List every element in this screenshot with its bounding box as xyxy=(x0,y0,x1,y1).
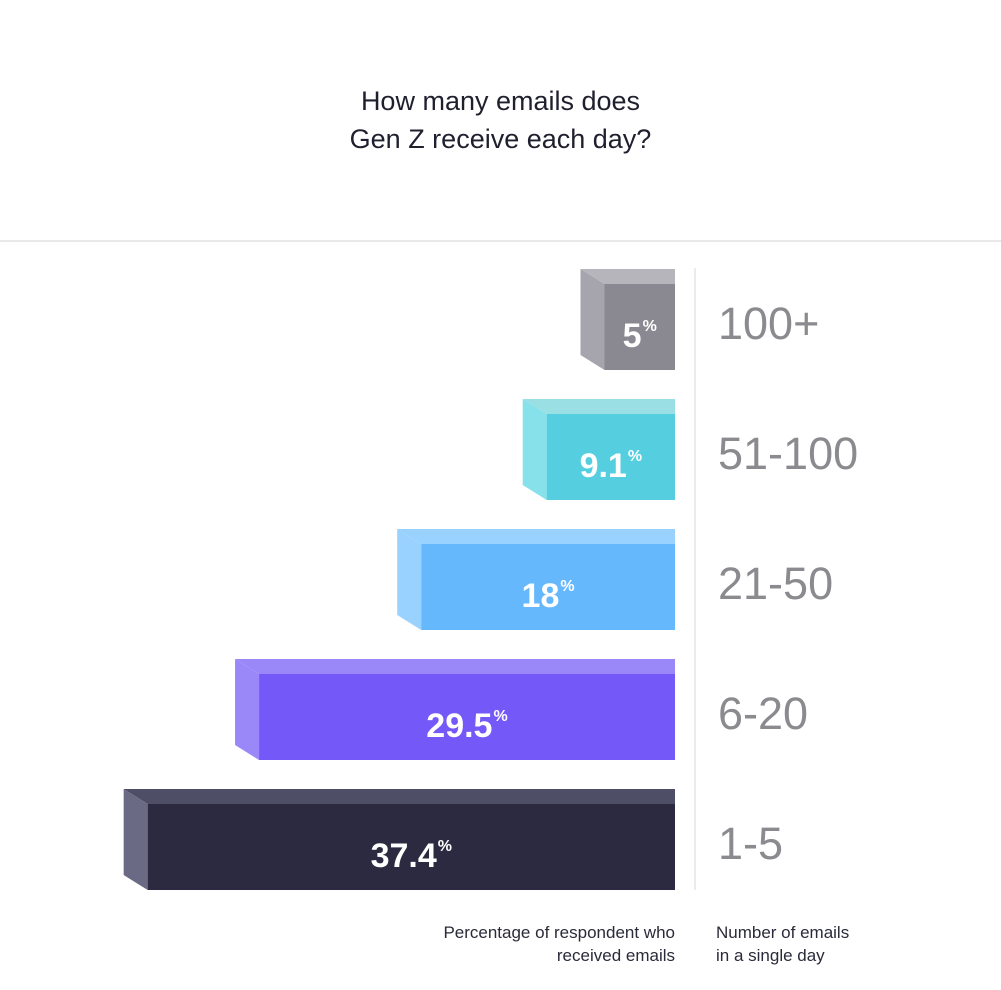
bar-top-face xyxy=(123,789,675,804)
x-axis-caption: Percentage of respondent who received em… xyxy=(330,921,675,967)
bar-front-face xyxy=(421,544,675,630)
category-label: 6-20 xyxy=(718,688,809,739)
x-axis-caption-line-1: Percentage of respondent who xyxy=(443,923,675,942)
bar-value-number: 18 xyxy=(521,577,560,615)
bar-value-label: 9.1% xyxy=(547,437,675,486)
y-axis-caption-line-2: in a single day xyxy=(716,946,825,965)
header-divider xyxy=(0,240,1001,242)
category-label: 21-50 xyxy=(718,558,834,609)
bar-side-face xyxy=(397,529,422,630)
bar-5 xyxy=(123,789,675,890)
bar-side-face xyxy=(123,789,148,890)
bar-front-face xyxy=(147,804,675,890)
bar-value-number: 29.5 xyxy=(426,707,493,745)
bar-top-face xyxy=(397,529,675,544)
bar-top-face xyxy=(580,269,675,284)
axis-divider xyxy=(694,268,696,890)
bar-side-face xyxy=(580,269,605,370)
x-axis-caption-line-2: received emails xyxy=(556,946,675,965)
bar-front-face xyxy=(259,674,675,760)
bar-front-face xyxy=(546,414,675,500)
bar-value-unit: % xyxy=(437,838,453,855)
bar-value-unit: % xyxy=(627,448,643,465)
bar-1 xyxy=(580,269,675,370)
bar-2 xyxy=(522,399,675,500)
chart-title: How many emails does Gen Z receive each … xyxy=(0,82,1001,158)
bar-side-face xyxy=(235,659,260,760)
bar-value-unit: % xyxy=(560,578,575,595)
bar-value-label: 5% xyxy=(605,307,676,356)
chart-title-line-2: Gen Z receive each day? xyxy=(349,124,652,154)
bar-value-label: 18% xyxy=(421,567,675,616)
bar-value-number: 37.4 xyxy=(370,837,437,875)
bar-value-number: 9.1 xyxy=(579,447,627,485)
bar-side-face xyxy=(522,399,547,500)
bar-value-label: 37.4% xyxy=(148,827,675,876)
y-axis-caption-line-1: Number of emails xyxy=(716,923,850,942)
bar-value-label: 29.5% xyxy=(259,697,675,746)
bar-top-face xyxy=(522,399,675,414)
category-label: 1-5 xyxy=(718,818,784,869)
y-axis-caption: Number of emails in a single day xyxy=(716,921,976,967)
bar-value-number: 5 xyxy=(622,317,642,355)
bar-front-face xyxy=(604,284,675,370)
bar-top-face xyxy=(235,659,676,674)
bar-4 xyxy=(235,659,676,760)
bar-value-unit: % xyxy=(493,708,508,725)
category-label: 51-100 xyxy=(718,428,859,479)
bar-value-unit: % xyxy=(642,318,657,335)
chart-title-line-1: How many emails does xyxy=(360,86,641,116)
bar-3 xyxy=(397,529,675,630)
category-label: 100+ xyxy=(718,298,820,349)
